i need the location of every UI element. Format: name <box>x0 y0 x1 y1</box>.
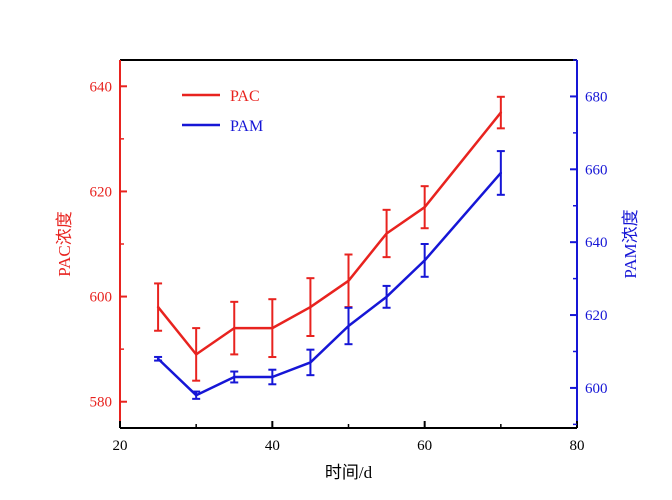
data-point-pac <box>499 111 503 114</box>
x-tick-label: 80 <box>570 438 585 454</box>
data-point-pac <box>347 279 350 282</box>
right-y-tick-label: 620 <box>585 308 608 324</box>
data-point-pam <box>233 375 236 379</box>
x-tick-label: 20 <box>113 438 128 454</box>
right-y-tick-label: 660 <box>585 162 608 178</box>
left-y-tick-label: 580 <box>90 395 113 411</box>
data-point-pam <box>423 259 426 262</box>
data-point-pam <box>156 357 160 360</box>
right-y-tick-label: 680 <box>585 89 608 105</box>
data-point-pam <box>194 394 198 397</box>
data-point-pam <box>271 375 274 379</box>
right-y-axis-title: PAM浓度 <box>621 209 640 278</box>
left-y-tick-label: 640 <box>90 79 113 95</box>
x-axis-title: 时间/d <box>325 463 373 482</box>
data-point-pac <box>309 305 312 309</box>
data-point-pam <box>499 171 503 175</box>
x-tick-label: 60 <box>417 438 432 454</box>
data-point-pac <box>233 326 236 330</box>
data-point-pam <box>347 324 350 328</box>
series-line-pam <box>157 172 502 397</box>
right-y-tick-label: 600 <box>585 381 608 397</box>
data-point-pac <box>194 353 198 356</box>
right-y-tick-label: 640 <box>585 235 608 251</box>
legend-label-pam: PAM <box>230 118 263 135</box>
left-y-tick-label: 600 <box>90 290 113 306</box>
data-point-pac <box>423 206 426 209</box>
data-point-pac <box>271 326 274 330</box>
left-y-tick-label: 620 <box>90 184 113 200</box>
data-point-pam <box>309 361 312 364</box>
left-y-axis-title: PAC浓度 <box>55 211 74 277</box>
legend-label-pac: PAC <box>230 88 260 105</box>
data-point-pac <box>156 305 160 309</box>
x-tick-label: 40 <box>265 438 280 454</box>
data-point-pam <box>385 295 388 299</box>
data-point-pac <box>385 232 388 235</box>
